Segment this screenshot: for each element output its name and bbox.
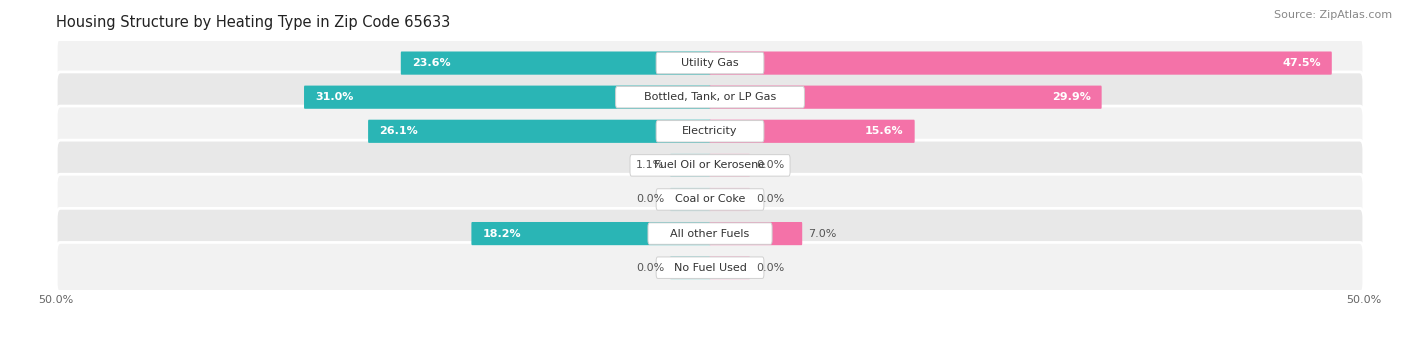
FancyBboxPatch shape: [648, 223, 772, 244]
FancyBboxPatch shape: [56, 106, 1364, 157]
Text: Electricity: Electricity: [682, 126, 738, 136]
FancyBboxPatch shape: [56, 72, 1364, 122]
FancyBboxPatch shape: [56, 140, 1364, 191]
FancyBboxPatch shape: [56, 242, 1364, 293]
Text: Source: ZipAtlas.com: Source: ZipAtlas.com: [1274, 10, 1392, 20]
Text: Utility Gas: Utility Gas: [682, 58, 738, 68]
Text: No Fuel Used: No Fuel Used: [673, 263, 747, 273]
FancyBboxPatch shape: [56, 174, 1364, 225]
FancyBboxPatch shape: [671, 188, 710, 211]
Text: 0.0%: 0.0%: [756, 194, 785, 205]
Text: Housing Structure by Heating Type in Zip Code 65633: Housing Structure by Heating Type in Zip…: [56, 15, 450, 30]
Text: 0.0%: 0.0%: [756, 263, 785, 273]
Text: 0.0%: 0.0%: [636, 263, 664, 273]
Text: 23.6%: 23.6%: [412, 58, 450, 68]
FancyBboxPatch shape: [304, 86, 710, 109]
Text: Coal or Coke: Coal or Coke: [675, 194, 745, 205]
Text: 0.0%: 0.0%: [636, 194, 664, 205]
FancyBboxPatch shape: [710, 86, 1102, 109]
FancyBboxPatch shape: [710, 256, 749, 279]
Text: Bottled, Tank, or LP Gas: Bottled, Tank, or LP Gas: [644, 92, 776, 102]
FancyBboxPatch shape: [630, 155, 790, 176]
Text: 26.1%: 26.1%: [380, 126, 418, 136]
FancyBboxPatch shape: [368, 120, 710, 143]
FancyBboxPatch shape: [710, 120, 915, 143]
FancyBboxPatch shape: [671, 256, 710, 279]
Text: 15.6%: 15.6%: [865, 126, 904, 136]
FancyBboxPatch shape: [657, 121, 763, 142]
FancyBboxPatch shape: [710, 51, 1331, 75]
FancyBboxPatch shape: [657, 189, 763, 210]
FancyBboxPatch shape: [471, 222, 710, 245]
FancyBboxPatch shape: [56, 38, 1364, 88]
Text: 1.1%: 1.1%: [636, 160, 664, 170]
FancyBboxPatch shape: [657, 257, 763, 278]
Text: 0.0%: 0.0%: [756, 160, 785, 170]
FancyBboxPatch shape: [616, 87, 804, 108]
Text: 29.9%: 29.9%: [1052, 92, 1091, 102]
FancyBboxPatch shape: [710, 188, 749, 211]
Text: All other Fuels: All other Fuels: [671, 228, 749, 239]
FancyBboxPatch shape: [710, 222, 803, 245]
Text: 47.5%: 47.5%: [1282, 58, 1320, 68]
FancyBboxPatch shape: [401, 51, 710, 75]
FancyBboxPatch shape: [710, 154, 749, 177]
Text: 7.0%: 7.0%: [808, 228, 837, 239]
Text: 31.0%: 31.0%: [315, 92, 353, 102]
FancyBboxPatch shape: [657, 53, 763, 74]
FancyBboxPatch shape: [671, 154, 710, 177]
FancyBboxPatch shape: [56, 208, 1364, 259]
Text: 18.2%: 18.2%: [482, 228, 522, 239]
Text: Fuel Oil or Kerosene: Fuel Oil or Kerosene: [654, 160, 766, 170]
